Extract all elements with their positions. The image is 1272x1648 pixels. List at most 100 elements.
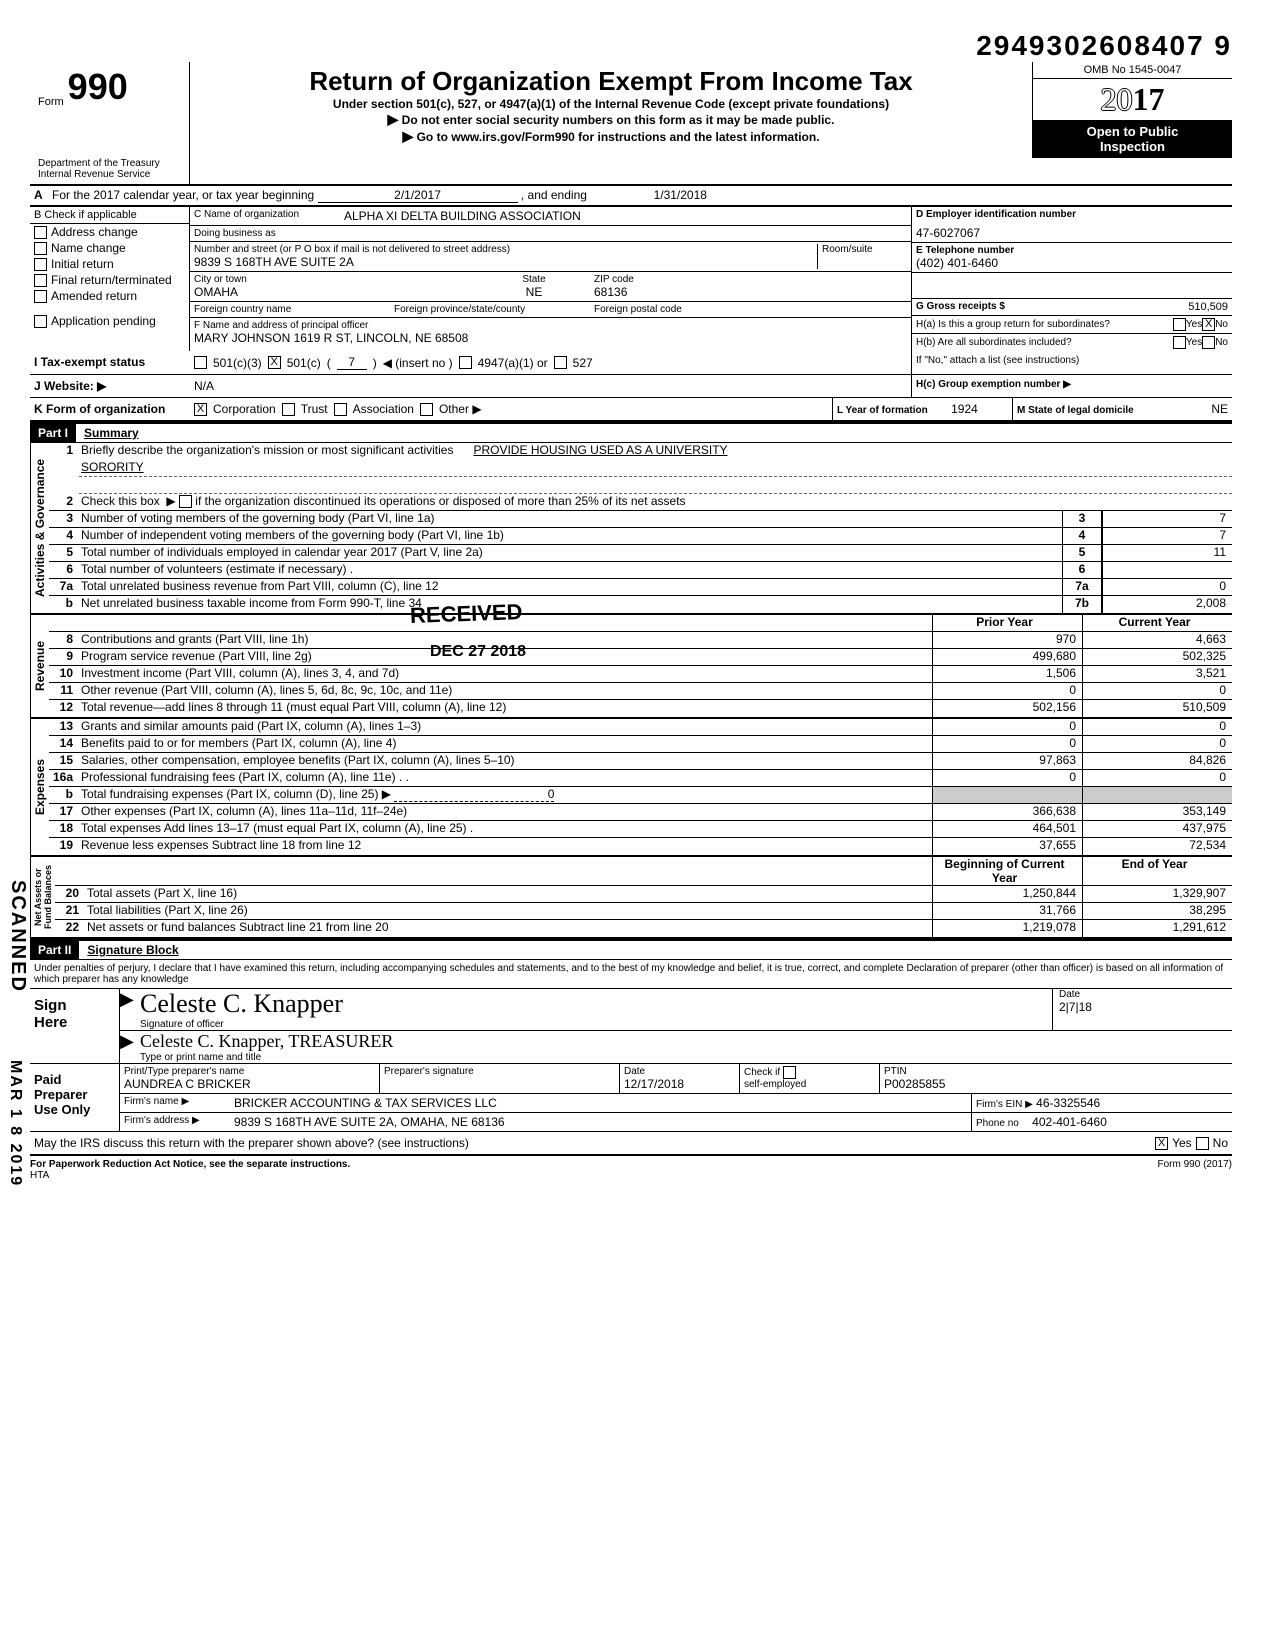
line-16a-num: 16a (49, 770, 79, 786)
lbl-527: 527 (573, 356, 593, 370)
line-19-prior: 37,655 (932, 838, 1082, 855)
chk-final-return[interactable] (34, 274, 47, 287)
chk-ha-yes[interactable] (1173, 318, 1186, 331)
hta-label: HTA (30, 1170, 1232, 1181)
chk-discontinued[interactable] (179, 495, 192, 508)
chk-amended[interactable] (34, 290, 47, 303)
line-3-box: 3 (1062, 511, 1102, 527)
lbl-initial-return: Initial return (51, 257, 114, 271)
line-15-num: 15 (49, 753, 79, 769)
line-d-label: D Employer identification number (916, 209, 1228, 220)
line-i-label: I Tax-exempt status (30, 351, 190, 374)
lbl-corp: Corporation (213, 402, 276, 416)
state-domicile: NE (1211, 402, 1228, 416)
ptin: P00285855 (884, 1077, 1228, 1091)
paid-preparer-label: PaidPreparerUse Only (30, 1064, 120, 1131)
sign-here-label: SignHere (30, 989, 120, 1063)
line-16a-current: 0 (1082, 770, 1232, 786)
lbl-insert-no: ◀ (insert no ) (383, 356, 453, 370)
lbl-assoc: Association (353, 402, 414, 416)
sig-officer-label: Signature of officer (140, 1019, 1052, 1030)
principal-officer: MARY JOHNSON 1619 R ST, LINCOLN, NE 6850… (194, 331, 907, 345)
perjury-statement: Under penalties of perjury, I declare th… (30, 960, 1232, 989)
line-3-num: 3 (49, 511, 79, 527)
chk-name-change[interactable] (34, 242, 47, 255)
line-6-box: 6 (1062, 562, 1102, 578)
print-type-label: Print/Type preparer's name (124, 1066, 375, 1077)
line-14-text: Benefits paid to or for members (Part IX… (79, 736, 932, 752)
line-a-text: For the 2017 calendar year, or tax year … (48, 186, 1232, 205)
chk-app-pending[interactable] (34, 315, 47, 328)
form-subtitle: Under section 501(c), 527, or 4947(a)(1)… (200, 97, 1022, 111)
chk-trust[interactable] (282, 403, 295, 416)
lbl-discuss-yes: Yes (1172, 1136, 1192, 1150)
line-7b-num: b (49, 596, 79, 613)
line-15-current: 84,826 (1082, 753, 1232, 769)
vtab-revenue: Revenue (30, 615, 49, 717)
line-16a-text: Professional fundraising fees (Part IX, … (79, 770, 932, 786)
paperwork-notice: For Paperwork Reduction Act Notice, see … (30, 1159, 350, 1170)
ptin-label: PTIN (884, 1066, 1228, 1077)
line-18-text: Total expenses Add lines 13–17 (must equ… (79, 821, 932, 837)
firm-ein: 46-3325546 (1036, 1096, 1100, 1110)
line-22-boy: 1,219,078 (932, 920, 1082, 937)
line-13-num: 13 (49, 719, 79, 735)
lbl-final-return: Final return/terminated (51, 273, 172, 287)
line-16b-num: b (49, 787, 79, 803)
form-title: Return of Organization Exempt From Incom… (200, 66, 1022, 97)
lbl-501c: 501(c) (287, 356, 321, 370)
line-7b-box: 7b (1062, 596, 1102, 613)
line-16b-val: 0 (394, 787, 554, 802)
line-14-current: 0 (1082, 736, 1232, 752)
line-12-text: Total revenue—add lines 8 through 11 (mu… (79, 700, 932, 717)
firm-address: 9839 S 168TH AVE SUITE 2A, OMAHA, NE 681… (230, 1113, 972, 1131)
mission-line2: SORORITY (79, 460, 1232, 477)
line-4-num: 4 (49, 528, 79, 544)
line-7b-val: 2,008 (1102, 596, 1232, 613)
chk-501c[interactable]: X (268, 356, 281, 369)
form-label: Form (38, 96, 64, 108)
preparer-sig-label: Preparer's signature (384, 1066, 615, 1077)
firm-name-label: Firm's name ▶ (120, 1094, 230, 1112)
state: NE (474, 285, 594, 299)
line-5-text: Total number of individuals employed in … (79, 545, 1062, 561)
chk-discuss-yes[interactable]: X (1155, 1137, 1168, 1150)
chk-assoc[interactable] (334, 403, 347, 416)
vtab-net-assets: Net Assets orFund Balances (30, 857, 55, 937)
gross-receipts: 510,509 (1005, 301, 1228, 313)
line-8-num: 8 (49, 632, 79, 648)
chk-address-change[interactable] (34, 226, 47, 239)
chk-corp[interactable]: X (194, 403, 207, 416)
line-20-text: Total assets (Part X, line 16) (85, 886, 932, 902)
chk-hb-no[interactable] (1202, 336, 1215, 349)
city: OMAHA (194, 285, 474, 299)
line-17-num: 17 (49, 804, 79, 820)
line-7a-text: Total unrelated business revenue from Pa… (79, 579, 1062, 595)
501c-insert: 7 (337, 355, 367, 370)
foreign-country-label: Foreign country name (194, 304, 394, 315)
chk-discuss-no[interactable] (1196, 1137, 1209, 1150)
chk-ha-no[interactable]: X (1202, 318, 1215, 331)
line-12-prior: 502,156 (932, 700, 1082, 717)
chk-501c3[interactable] (194, 356, 207, 369)
line-20-num: 20 (55, 886, 85, 902)
chk-4947[interactable] (459, 356, 472, 369)
line-4-box: 4 (1062, 528, 1102, 544)
part-ii-title: Signature Block (79, 943, 178, 957)
preparer-phone: 402-401-6460 (1032, 1115, 1107, 1129)
website: N/A (190, 375, 912, 397)
line-10-current: 3,521 (1082, 666, 1232, 682)
state-label: State (474, 274, 594, 285)
chk-self-employed[interactable] (783, 1066, 796, 1079)
line-15-prior: 97,863 (932, 753, 1082, 769)
line-l-label: L Year of formation (837, 405, 928, 416)
chk-initial-return[interactable] (34, 258, 47, 271)
chk-hb-yes[interactable] (1173, 336, 1186, 349)
received-date-stamp: DEC 27 2018 (430, 643, 526, 661)
form-warning: Do not enter social security numbers on … (402, 113, 835, 127)
line-14-prior: 0 (932, 736, 1082, 752)
lbl-yes2: Yes (1186, 337, 1202, 348)
chk-other[interactable] (420, 403, 433, 416)
chk-527[interactable] (554, 356, 567, 369)
line-22-text: Net assets or fund balances Subtract lin… (85, 920, 932, 937)
